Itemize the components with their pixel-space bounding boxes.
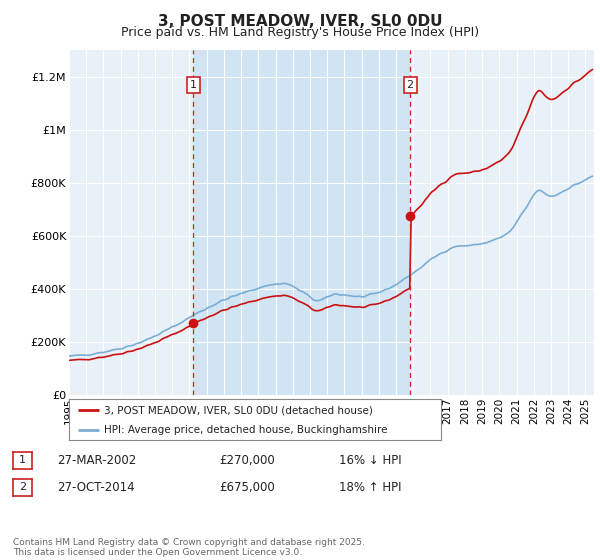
Text: £270,000: £270,000 [219, 454, 275, 467]
Bar [193, 50, 410, 395]
Text: HPI: Average price, detached house, Buckinghamshire: HPI: Average price, detached house, Buck… [104, 424, 388, 435]
Text: 3, POST MEADOW, IVER, SL0 0DU: 3, POST MEADOW, IVER, SL0 0DU [158, 14, 442, 29]
Text: Price paid vs. HM Land Registry's House Price Index (HPI): Price paid vs. HM Land Registry's House … [121, 26, 479, 39]
Text: £675,000: £675,000 [219, 480, 275, 494]
Text: 1: 1 [190, 80, 197, 90]
Text: 27-OCT-2014: 27-OCT-2014 [57, 480, 134, 494]
Text: 3, POST MEADOW, IVER, SL0 0DU (detached house): 3, POST MEADOW, IVER, SL0 0DU (detached … [104, 405, 373, 415]
Text: 18% ↑ HPI: 18% ↑ HPI [339, 480, 401, 494]
Text: 27-MAR-2002: 27-MAR-2002 [57, 454, 136, 467]
Text: Contains HM Land Registry data © Crown copyright and database right 2025.
This d: Contains HM Land Registry data © Crown c… [13, 538, 365, 557]
Text: 16% ↓ HPI: 16% ↓ HPI [339, 454, 401, 467]
Text: 2: 2 [19, 482, 26, 492]
Text: 2: 2 [407, 80, 414, 90]
Text: 1: 1 [19, 455, 26, 465]
